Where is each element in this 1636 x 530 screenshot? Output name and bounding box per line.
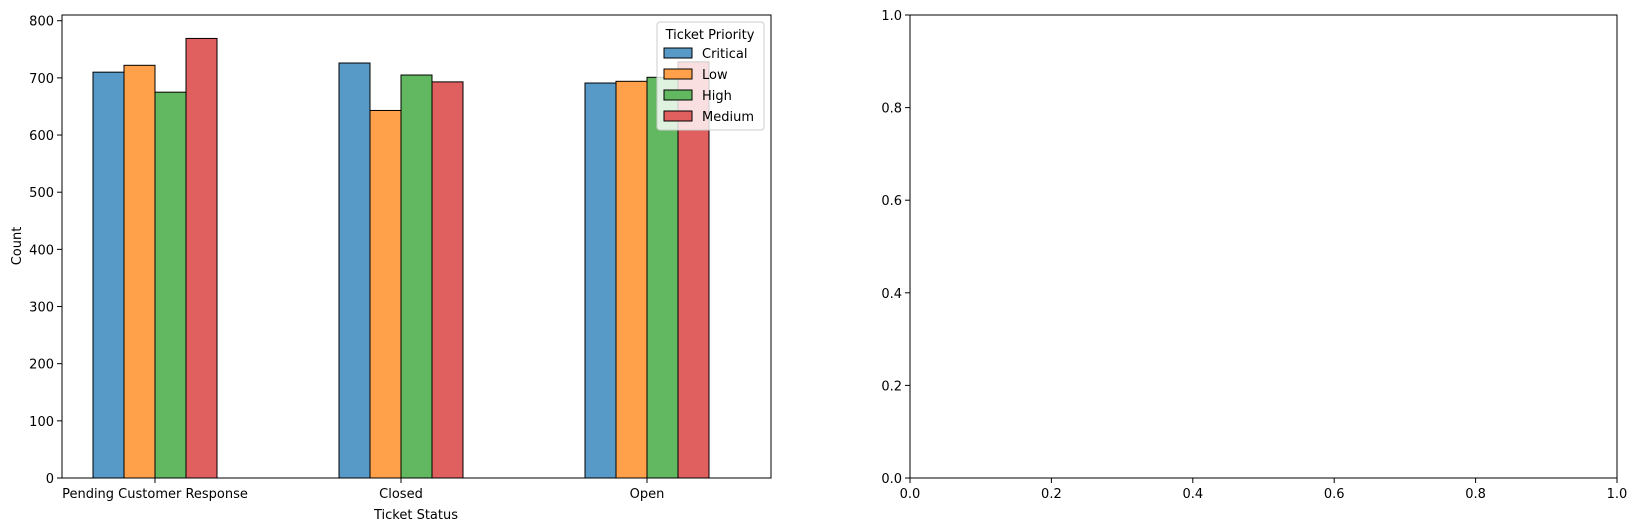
y-tick-label: 300: [29, 301, 54, 316]
plot-frame: [909, 14, 1618, 479]
x-tick-label: Pending Customer Response: [62, 487, 248, 502]
y-tick-label: 0.6: [881, 194, 902, 209]
y-tick-label: 0.8: [881, 102, 902, 117]
x-tick-label: 0.6: [1324, 487, 1345, 502]
empty-axes-chart: 0.0 0.2 0.4 0.6 0.8 1.0 0.0 0.2 0.4 0.6 0.8 1.0: [881, 9, 1627, 502]
x-axis-label: Ticket Status: [373, 508, 458, 523]
bar-high-0: [154, 91, 187, 479]
y-tick-label: 0.2: [881, 379, 902, 394]
bar-medium-1: [431, 81, 464, 479]
bar-critical-2: [584, 82, 617, 479]
x-tick-label: 0.0: [900, 487, 921, 502]
bar-critical-0: [92, 71, 125, 479]
x-tick-label: 0.4: [1182, 487, 1203, 502]
ticket-status-chart: 0 100 200 300 400 500 600 700 800 Pending Custom…: [10, 14, 772, 523]
legend-label-high: High: [702, 89, 732, 104]
x-tick-label: 0.8: [1465, 487, 1486, 502]
bar-low-2: [615, 80, 648, 479]
legend-swatch-medium: [663, 110, 693, 122]
y-tick-label: 1.0: [881, 9, 902, 24]
x-tick-label: Closed: [379, 487, 423, 502]
plot-frame: [61, 14, 772, 479]
y-tick-label: 200: [29, 358, 54, 373]
x-tick-label: 1.0: [1607, 487, 1628, 502]
bar-low-0: [123, 64, 156, 479]
legend-title: Ticket Priority: [665, 28, 755, 43]
y-tick-label: 0.4: [881, 287, 902, 302]
legend-swatch-low: [663, 68, 693, 80]
bar-high-1: [400, 74, 433, 479]
legend-swatch-high: [663, 89, 693, 101]
x-axis-ticks: 0.0 0.2 0.4 0.6 0.8 1.0: [900, 478, 1628, 502]
bar-group: [92, 37, 710, 479]
y-axis-ticks: 0.0 0.2 0.4 0.6 0.8 1.0: [881, 9, 910, 487]
legend-label-critical: Critical: [702, 47, 747, 62]
y-tick-label: 0: [46, 472, 54, 487]
y-tick-label: 400: [29, 243, 54, 258]
legend-swatch-critical: [663, 47, 693, 59]
y-tick-label: 700: [29, 72, 54, 87]
legend-label-medium: Medium: [702, 110, 754, 125]
bar-critical-1: [338, 62, 371, 479]
y-tick-label: 100: [29, 415, 54, 430]
y-tick-label: 500: [29, 186, 54, 201]
x-tick-label: Open: [630, 487, 665, 502]
legend-label-low: Low: [702, 68, 728, 83]
y-tick-label: 0.0: [881, 472, 902, 487]
bar-low-1: [369, 109, 402, 479]
y-tick-label: 600: [29, 129, 54, 144]
bar-medium-2: [677, 61, 710, 479]
x-tick-label: 0.2: [1041, 487, 1062, 502]
y-axis-label: Count: [10, 227, 25, 266]
bar-medium-0: [185, 37, 218, 479]
x-axis-ticks: Pending Customer Response Closed Open: [62, 478, 664, 502]
legend: Ticket Priority Critical Low High Medium: [656, 21, 765, 131]
y-axis-ticks: 0 100 200 300 400 500 600 700 800: [29, 15, 62, 487]
y-tick-label: 800: [29, 15, 54, 30]
bar-high-2: [646, 76, 679, 479]
